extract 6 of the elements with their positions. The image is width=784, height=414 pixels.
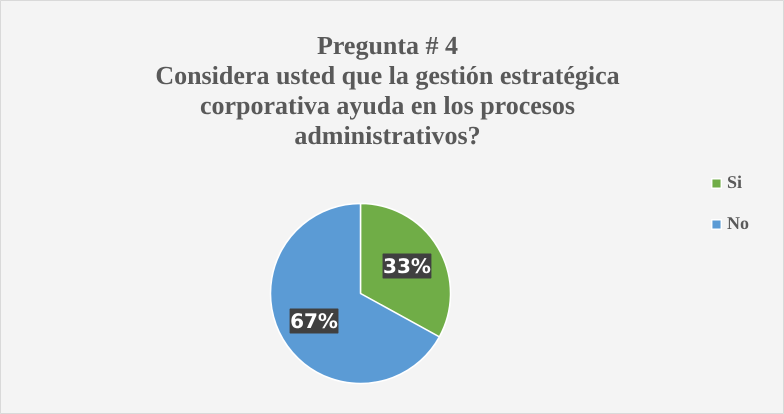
legend-label: No [727, 213, 749, 234]
legend-label: Si [727, 172, 744, 193]
data-label: 33% [383, 254, 431, 278]
chart-title: Pregunta # 4 [316, 31, 458, 60]
data-label: 67% [290, 308, 338, 333]
chart-subtitle: Considera usted que la gestión estratégica corporativa ayuda en los procesos administrativos? [155, 61, 620, 150]
